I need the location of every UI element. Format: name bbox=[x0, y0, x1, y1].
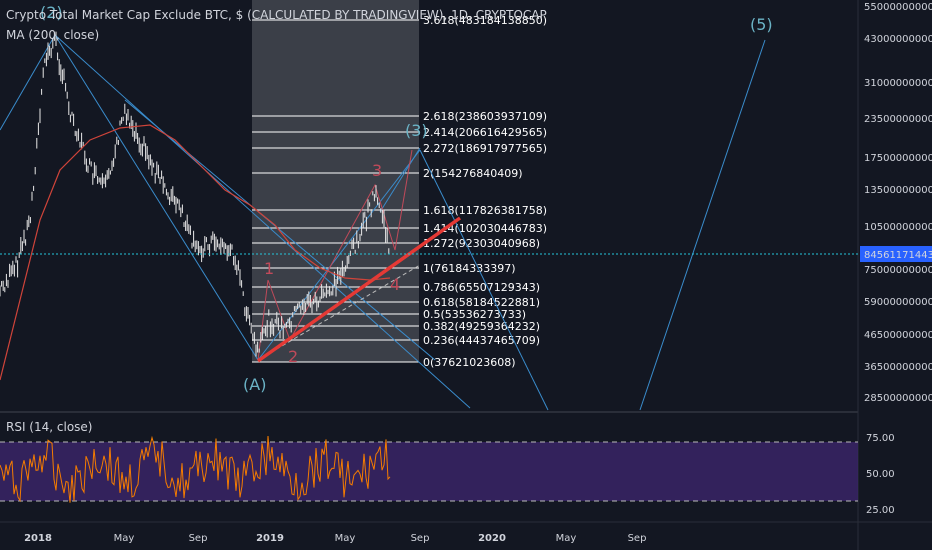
time-tick: May bbox=[114, 533, 135, 544]
wave-path bbox=[257, 149, 413, 361]
rsi-legend[interactable]: RSI (14, close) bbox=[6, 420, 93, 434]
time-tick: May bbox=[335, 533, 356, 544]
fib-label: 0.618(58184522881) bbox=[423, 296, 540, 309]
wave-label-2-major: (2) bbox=[40, 3, 63, 22]
fib-levels: 3.618(483184138850) 2.618(238603937109) 2.… bbox=[252, 14, 547, 369]
fib-label: 1.272(92303040968) bbox=[423, 237, 540, 250]
fib-label: 0.382(49259364232) bbox=[423, 320, 540, 333]
price-tick: 550000000000 bbox=[864, 2, 932, 13]
rsi-axis: 75.00 50.00 25.00 bbox=[866, 433, 895, 516]
wave-label-a: (A) bbox=[243, 375, 266, 394]
price-tick: 59000000000 bbox=[864, 297, 932, 308]
rsi-line bbox=[0, 435, 391, 503]
price-axis: 550000000000 430000000000 310000000000 2350… bbox=[864, 2, 932, 404]
dashed-trendline bbox=[257, 264, 421, 361]
fib-label: 1.618(117826381758) bbox=[423, 204, 547, 217]
fib-label: 2.414(206616429565) bbox=[423, 126, 547, 139]
wave-label-1: 1 bbox=[264, 259, 274, 278]
price-tick: 310000000000 bbox=[864, 78, 932, 89]
rsi-tick: 25.00 bbox=[866, 505, 895, 516]
fib-label: 0.236(44437465709) bbox=[423, 334, 540, 347]
wave-label-5-major: (5) bbox=[750, 15, 773, 34]
fib-label: 0(37621023608) bbox=[423, 356, 516, 369]
time-tick: May bbox=[556, 533, 577, 544]
rsi-tick: 75.00 bbox=[866, 433, 895, 444]
rsi-band bbox=[0, 442, 858, 501]
ma-legend[interactable]: MA (200, close) bbox=[6, 28, 100, 42]
fib-label: 3.618(483184138850) bbox=[423, 14, 547, 27]
fib-label: 0.786(65507129343) bbox=[423, 281, 540, 294]
price-tick: 135000000000 bbox=[864, 185, 932, 196]
price-candles bbox=[0, 31, 390, 357]
fib-label: 2.272(186917977565) bbox=[423, 142, 547, 155]
price-tick: 430000000000 bbox=[864, 34, 932, 45]
fib-label: 0.5(53536273733) bbox=[423, 308, 526, 321]
rsi-tick: 50.00 bbox=[866, 469, 895, 480]
time-tick: 2018 bbox=[24, 533, 52, 544]
elliott-wave-lines bbox=[0, 34, 766, 411]
current-price-text: 84561171443 bbox=[864, 250, 932, 261]
wave-label-4: 4 bbox=[390, 275, 400, 294]
fib-label: 2(154276840409) bbox=[423, 167, 523, 180]
price-tick: 36500000000 bbox=[864, 362, 932, 373]
price-tick: 105000000000 bbox=[864, 222, 932, 233]
fib-label: 1(76184333397) bbox=[423, 262, 516, 275]
time-tick: 2019 bbox=[256, 533, 284, 544]
ma-200-line bbox=[0, 124, 391, 381]
time-tick: Sep bbox=[189, 533, 208, 544]
price-tick: 175000000000 bbox=[864, 153, 932, 164]
fib-label: 2.618(238603937109) bbox=[423, 110, 547, 123]
price-tick: 235000000000 bbox=[864, 114, 932, 125]
time-tick: Sep bbox=[628, 533, 647, 544]
wave-label-2: 2 bbox=[288, 347, 298, 366]
price-tick: 75000000000 bbox=[864, 265, 932, 276]
chart-title: Crypto Total Market Cap Exclude BTC, $ (… bbox=[6, 8, 547, 22]
wave-label-3: 3 bbox=[372, 161, 382, 180]
red-trendline bbox=[256, 216, 462, 363]
time-tick: 2020 bbox=[478, 533, 506, 544]
current-price-badge bbox=[860, 246, 932, 262]
time-axis: 2018 May Sep 2019 May Sep 2020 May Sep bbox=[24, 533, 646, 544]
price-tick: 46500000000 bbox=[864, 330, 932, 341]
wave-label-3-major: (3) bbox=[405, 121, 428, 140]
fib-label: 1.414(102030446783) bbox=[423, 222, 547, 235]
price-tick: 28500000000 bbox=[864, 393, 932, 404]
time-tick: Sep bbox=[411, 533, 430, 544]
